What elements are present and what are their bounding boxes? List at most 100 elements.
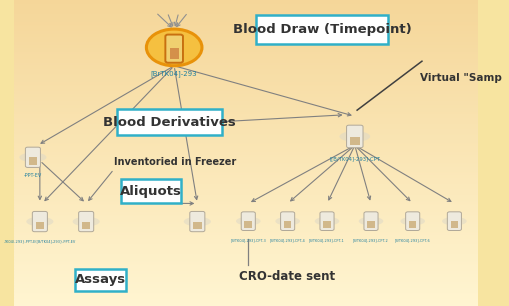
Bar	[14, 208, 476, 210]
Ellipse shape	[19, 153, 46, 162]
Bar	[14, 112, 476, 113]
Bar	[14, 254, 476, 256]
Bar	[14, 72, 476, 73]
Bar	[14, 200, 476, 202]
Bar	[14, 104, 476, 106]
Bar	[14, 90, 476, 92]
Bar	[14, 289, 476, 291]
FancyBboxPatch shape	[319, 212, 333, 230]
Bar	[14, 213, 476, 214]
Bar	[14, 54, 476, 55]
Bar	[14, 38, 476, 40]
Bar	[14, 259, 476, 260]
FancyBboxPatch shape	[256, 15, 388, 44]
Bar	[14, 231, 476, 233]
Bar	[14, 256, 476, 257]
Bar	[14, 252, 476, 254]
Bar	[14, 139, 476, 141]
Bar	[14, 280, 476, 282]
Bar	[14, 298, 476, 300]
Circle shape	[146, 29, 202, 66]
Bar	[14, 245, 476, 246]
Bar	[14, 285, 476, 286]
Bar	[323, 221, 330, 228]
Bar	[14, 274, 476, 275]
Bar	[14, 277, 476, 278]
Bar	[14, 144, 476, 145]
Bar	[14, 125, 476, 127]
Text: Assays: Assays	[74, 274, 125, 286]
Text: [B/TK04]-293]-CPT-4: [B/TK04]-293]-CPT-4	[269, 238, 305, 242]
Bar	[14, 129, 476, 130]
Bar	[14, 115, 476, 116]
Bar	[14, 268, 476, 269]
Bar	[14, 150, 476, 151]
Bar	[14, 145, 476, 147]
Bar	[14, 182, 476, 184]
Text: Virtual "Samp: Virtual "Samp	[419, 73, 500, 83]
Bar	[14, 116, 476, 118]
Text: Blood Derivatives: Blood Derivatives	[103, 116, 236, 129]
Bar	[14, 130, 476, 132]
Bar	[14, 29, 476, 31]
Bar	[14, 260, 476, 262]
Bar	[14, 35, 476, 37]
Bar	[349, 137, 359, 145]
Bar	[14, 147, 476, 148]
FancyBboxPatch shape	[78, 211, 94, 232]
Bar	[14, 70, 476, 72]
Bar	[14, 67, 476, 69]
Bar	[14, 193, 476, 194]
Ellipse shape	[275, 217, 299, 226]
Text: [B/TK04]-293]-CPT-1: [B/TK04]-293]-CPT-1	[308, 238, 344, 242]
Bar	[14, 142, 476, 144]
Bar	[14, 21, 476, 23]
Bar	[14, 101, 476, 103]
Bar	[14, 240, 476, 242]
Bar	[14, 151, 476, 153]
Bar	[284, 221, 291, 228]
Bar	[14, 57, 476, 58]
FancyBboxPatch shape	[280, 212, 294, 230]
Bar	[14, 110, 476, 112]
Bar	[14, 41, 476, 43]
Bar	[14, 164, 476, 165]
Bar	[14, 64, 476, 66]
Text: CRO-date sent: CRO-date sent	[239, 271, 334, 283]
Bar	[14, 60, 476, 61]
Bar	[14, 6, 476, 8]
Bar	[14, 196, 476, 197]
Bar	[14, 165, 476, 167]
Bar	[14, 17, 476, 18]
Bar	[14, 282, 476, 283]
Text: Blood Draw (Timepoint): Blood Draw (Timepoint)	[233, 23, 411, 35]
Bar	[14, 84, 476, 86]
Bar	[14, 197, 476, 199]
Bar	[14, 14, 476, 15]
Bar	[14, 217, 476, 219]
Bar	[14, 138, 476, 139]
Bar	[14, 95, 476, 96]
Bar	[14, 177, 476, 179]
Bar	[14, 136, 476, 138]
Text: [BrTK04]-293: [BrTK04]-293	[151, 70, 197, 77]
Bar	[14, 222, 476, 223]
Text: Aliquots: Aliquots	[120, 185, 182, 198]
Bar	[14, 269, 476, 271]
Bar	[14, 272, 476, 274]
Bar	[14, 2, 476, 3]
Bar	[14, 167, 476, 168]
Bar	[14, 216, 476, 217]
FancyBboxPatch shape	[32, 211, 47, 232]
Bar	[14, 170, 476, 171]
Bar	[14, 176, 476, 177]
Bar	[14, 31, 476, 32]
Bar	[14, 81, 476, 83]
Bar	[14, 174, 476, 176]
Text: [B/TK04]-293]-CPT-2: [B/TK04]-293]-CPT-2	[352, 238, 388, 242]
Bar	[14, 194, 476, 196]
Bar	[14, 43, 476, 44]
Bar	[14, 211, 476, 213]
FancyBboxPatch shape	[363, 212, 377, 230]
Bar	[14, 80, 476, 81]
